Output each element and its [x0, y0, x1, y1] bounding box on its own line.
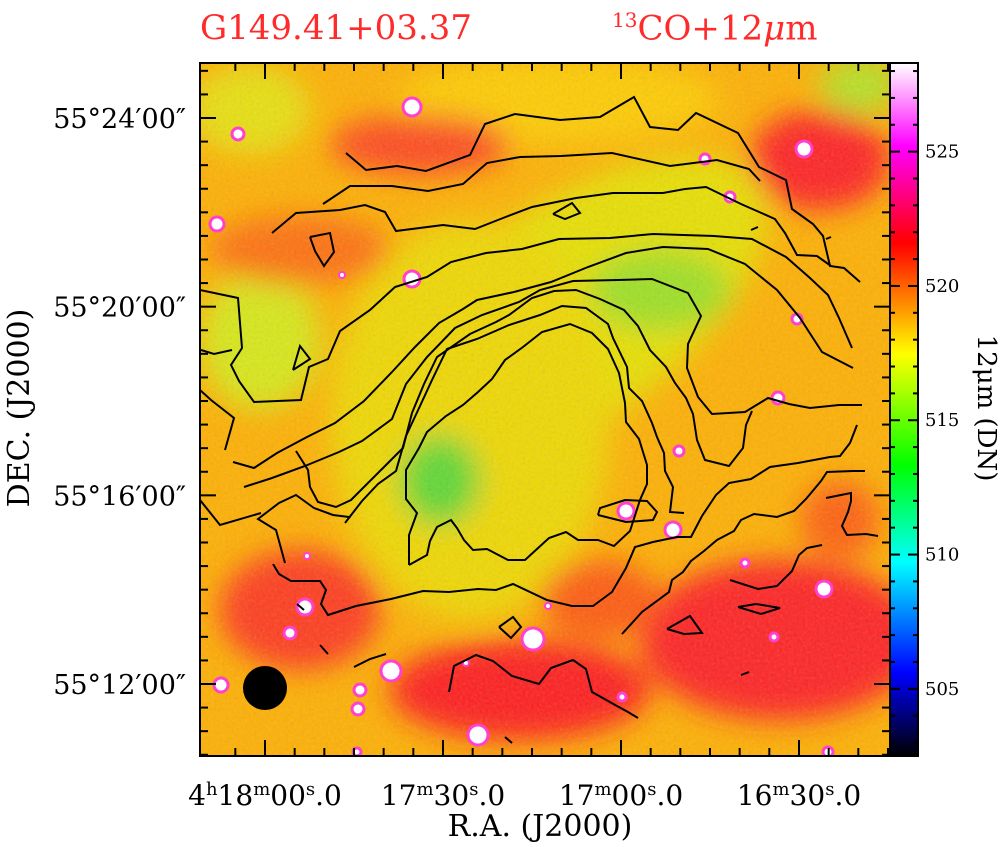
- contour-line: [825, 236, 832, 240]
- contour-line: [597, 498, 659, 524]
- colorbar-tick-label: 510: [925, 545, 959, 566]
- x-tick-label: 17m30s.0: [381, 779, 505, 813]
- colorbar-axis-label: 12μm (DN): [971, 335, 1001, 482]
- x-tick-label: 4h18m00s.0: [188, 779, 342, 813]
- colorbar-labels: 525 520 515 510 505: [925, 142, 959, 700]
- contour-line: [256, 493, 350, 564]
- title-left: G149.41+03.37: [200, 8, 472, 48]
- contour-line: [740, 671, 750, 676]
- contour-line: [621, 470, 865, 635]
- contour-line: [200, 389, 236, 451]
- contour-line: [319, 644, 329, 655]
- contour-line: [272, 424, 858, 617]
- heatmap-image: [200, 63, 890, 756]
- contour-line: [322, 151, 761, 205]
- colorbar-ticks: [890, 70, 918, 744]
- contour-line: [504, 736, 513, 744]
- colorbar-tick-label: 525: [925, 142, 959, 163]
- point-sources: [208, 96, 835, 756]
- title-right-main: CO+12: [637, 8, 764, 49]
- y-tick-label: 55°16′00″: [53, 481, 186, 512]
- x-tick-label: 17m00s.0: [559, 779, 683, 813]
- contour-line: [295, 288, 753, 509]
- colorbar-tick-label: 520: [925, 276, 959, 297]
- contour-line: [405, 322, 648, 566]
- y-tick-label: 55°12′00″: [53, 670, 186, 701]
- title-right-unit: m: [785, 8, 818, 49]
- contour-line: [498, 615, 523, 640]
- contour-line: [666, 614, 704, 636]
- y-tick-label: 55°20′00″: [53, 293, 186, 324]
- contour-line: [737, 602, 781, 616]
- contour-line: [309, 231, 336, 268]
- y-tick-labels: 55°24′00″ 55°20′00″ 55°16′00″ 55°12′00″: [53, 104, 186, 701]
- contour-line: [296, 603, 305, 611]
- beam-circle: [243, 666, 287, 710]
- contour-line: [292, 343, 312, 371]
- contour-line: [271, 185, 832, 267]
- contours: [200, 95, 879, 744]
- contour-line: [200, 232, 853, 404]
- contour-line: [552, 201, 582, 221]
- x-tick-labels: 4h18m00s.0 17m30s.0 17m00s.0 16m30s.0: [188, 779, 861, 813]
- x-tick-label: 16m30s.0: [737, 779, 861, 813]
- title-right-mu: μ: [763, 8, 786, 49]
- contour-line: [353, 653, 387, 668]
- y-axis-label: DEC. (J2000): [2, 309, 37, 508]
- contour-line: [200, 499, 262, 527]
- contour-line: [243, 277, 862, 488]
- colorbar-tick-label: 505: [925, 679, 959, 700]
- colorbar-tick-label: 515: [925, 410, 959, 431]
- title-right: 13CO+12μm: [612, 8, 817, 48]
- contour-line: [344, 304, 685, 524]
- contour-line: [750, 226, 759, 231]
- contour-line: [729, 544, 823, 591]
- contour-line: [200, 349, 233, 356]
- title-right-isotope: 13: [612, 8, 638, 32]
- x-axis-label: R.A. (J2000): [448, 809, 633, 844]
- contour-line: [232, 245, 854, 470]
- axis-ticks: [200, 63, 890, 756]
- colorbar: [889, 62, 919, 757]
- contour-line: [448, 653, 639, 719]
- y-tick-label: 55°24′00″: [53, 104, 186, 135]
- contour-line: [345, 95, 861, 283]
- contour-line: [825, 491, 879, 537]
